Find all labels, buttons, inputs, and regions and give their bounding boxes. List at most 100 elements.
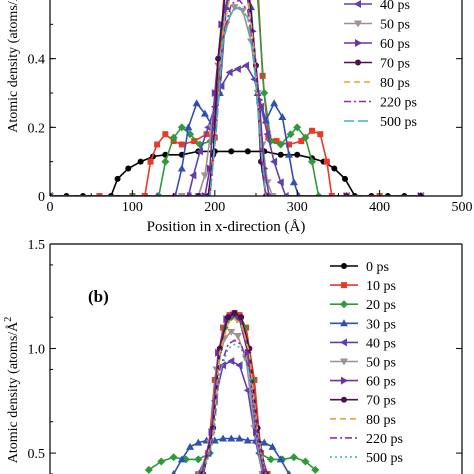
- series-50-ps-point: [200, 172, 209, 180]
- legend-40-ps-label: 40 ps: [366, 336, 396, 351]
- legend-30-ps-label: 30 ps: [366, 317, 396, 332]
- series-30-ps-point: [286, 470, 292, 474]
- x-tick-label: 0: [47, 200, 54, 215]
- series-20-ps-point: [293, 123, 302, 132]
- series-20-ps-point: [289, 453, 298, 462]
- chart-panel-b: 0.5 1.0 1.5 Atomic density (atoms/Å2 (b) 0 ps…: [3, 238, 463, 474]
- legend-50-ps-label: 50 ps: [366, 356, 396, 371]
- series-30-ps-point: [276, 455, 285, 463]
- y-tick-label: 0.4: [28, 53, 46, 68]
- series-0-ps-point: [294, 151, 301, 158]
- legend-0-ps-label: 0 ps: [366, 260, 389, 275]
- legend-50-ps-label: 50 ps: [380, 18, 410, 33]
- y-tick-label: 1.5: [28, 238, 46, 253]
- legend-70-ps-marker: [341, 396, 347, 403]
- series-80-ps-line: [50, 0, 421, 196]
- series-20-ps-point: [169, 453, 178, 462]
- legend-20-ps-marker: [340, 300, 348, 309]
- series-30-ps-point: [268, 442, 277, 450]
- series-group: [50, 0, 425, 196]
- series-20-ps-point: [286, 130, 295, 139]
- series-30-ps-point: [177, 455, 186, 463]
- series-10-ps-point: [273, 138, 280, 145]
- legend-500-ps-label: 500 ps: [366, 451, 403, 466]
- legend-220-ps-label: 220 ps: [380, 96, 417, 111]
- legend-30-ps-marker: [340, 319, 348, 327]
- series-60-ps-point: [187, 192, 195, 196]
- series-20-ps-point: [266, 455, 275, 464]
- legend-60-ps-marker: [355, 39, 362, 47]
- legend: 40 ps 50 ps 60 ps 70 ps 80 ps 220 ps 500 ps: [344, 0, 417, 130]
- series-70-ps-line: [202, 312, 267, 474]
- series-20-ps-point: [177, 123, 186, 132]
- series-30-ps-point: [184, 123, 193, 131]
- series-10-ps-point: [309, 127, 316, 134]
- series-30-ps-point: [243, 436, 252, 444]
- series-0-ps-point: [125, 165, 132, 172]
- series-40-ps-point: [227, 357, 235, 366]
- series-10-ps-point: [298, 138, 305, 145]
- series-40-ps-point: [270, 157, 278, 166]
- series-30-ps-point: [194, 438, 203, 446]
- series-30-ps-point: [260, 438, 269, 446]
- series-50-ps-point: [227, 328, 236, 336]
- legend-50-ps-marker: [354, 20, 362, 28]
- series-20-ps-line: [50, 0, 421, 196]
- series-20-ps-line: [148, 316, 316, 471]
- chart-panel-a: 0 0.2 0.4 0 100 200 300 400 500 Position in x-dir…: [5, 0, 473, 235]
- series-0-ps-point: [331, 165, 338, 172]
- series-20-ps-point: [311, 465, 320, 474]
- series-40-ps-point: [225, 68, 233, 77]
- y-tick-label: 0.2: [28, 121, 46, 136]
- series-10-ps-point: [147, 158, 154, 165]
- series-10-ps-point: [141, 193, 148, 196]
- series-20-ps-point: [256, 0, 259, 1]
- series-10-ps-point: [191, 138, 198, 145]
- legend-50-ps-marker: [340, 358, 348, 366]
- series-50-ps-point: [207, 124, 216, 132]
- series-20-ps-point: [301, 457, 310, 466]
- x-tick-label: 500: [452, 200, 473, 215]
- legend-500-ps-label: 500 ps: [380, 115, 417, 130]
- series-0-ps-point: [114, 175, 121, 182]
- series-40-ps-point: [233, 64, 241, 73]
- legend: 0 ps 10 ps 20 ps 30 ps 40 ps 50 ps 60 ps 70 ps 8…: [330, 260, 403, 466]
- series-0-ps-line: [50, 150, 421, 196]
- series-40-ps-point: [281, 192, 289, 196]
- series-70-ps-line: [50, 0, 421, 196]
- y-axis-label-text: Atomic density (atoms/Å: [5, 0, 21, 133]
- legend-60-ps-label: 60 ps: [380, 37, 410, 52]
- series-30-ps-point: [186, 442, 195, 450]
- legend-10-ps-marker: [341, 282, 347, 289]
- y-tick-label: 0.5: [28, 447, 46, 462]
- series-60-ps-point: [244, 348, 252, 357]
- series-30-ps-point: [177, 164, 186, 172]
- series-20-ps-point: [194, 455, 203, 464]
- series-40-ps-point: [195, 147, 203, 156]
- series-30-ps-point: [289, 178, 298, 186]
- legend-20-ps-label: 20 ps: [366, 298, 396, 313]
- legend-40-ps-marker: [340, 338, 347, 347]
- series-30-ps-point: [192, 99, 201, 107]
- series-40-ps-point: [242, 61, 250, 70]
- series-0-ps-point: [341, 175, 348, 182]
- series-30-ps-point: [235, 434, 244, 442]
- legend-10-ps-label: 10 ps: [366, 279, 396, 294]
- series-10-ps-point: [323, 158, 330, 165]
- legend-70-ps-label: 70 ps: [380, 57, 410, 72]
- series-20-ps-point: [276, 140, 285, 149]
- legend-80-ps-label: 80 ps: [366, 413, 396, 428]
- x-tick-label: 300: [287, 200, 308, 215]
- series-500-ps-line: [202, 343, 267, 474]
- series-30-ps-point: [278, 113, 287, 121]
- x-tick-label: 200: [204, 200, 225, 215]
- series-60-ps-point: [211, 89, 219, 97]
- series-70-ps-point: [231, 310, 238, 316]
- x-axis-label: Position in x-direction (Å): [147, 219, 306, 235]
- series-60-ps-point: [206, 164, 214, 173]
- series-30-ps-point: [284, 150, 293, 158]
- series-50-ps-line: [50, 6, 421, 196]
- series-40-ps-point: [189, 171, 197, 180]
- legend-70-ps-label: 70 ps: [366, 394, 396, 409]
